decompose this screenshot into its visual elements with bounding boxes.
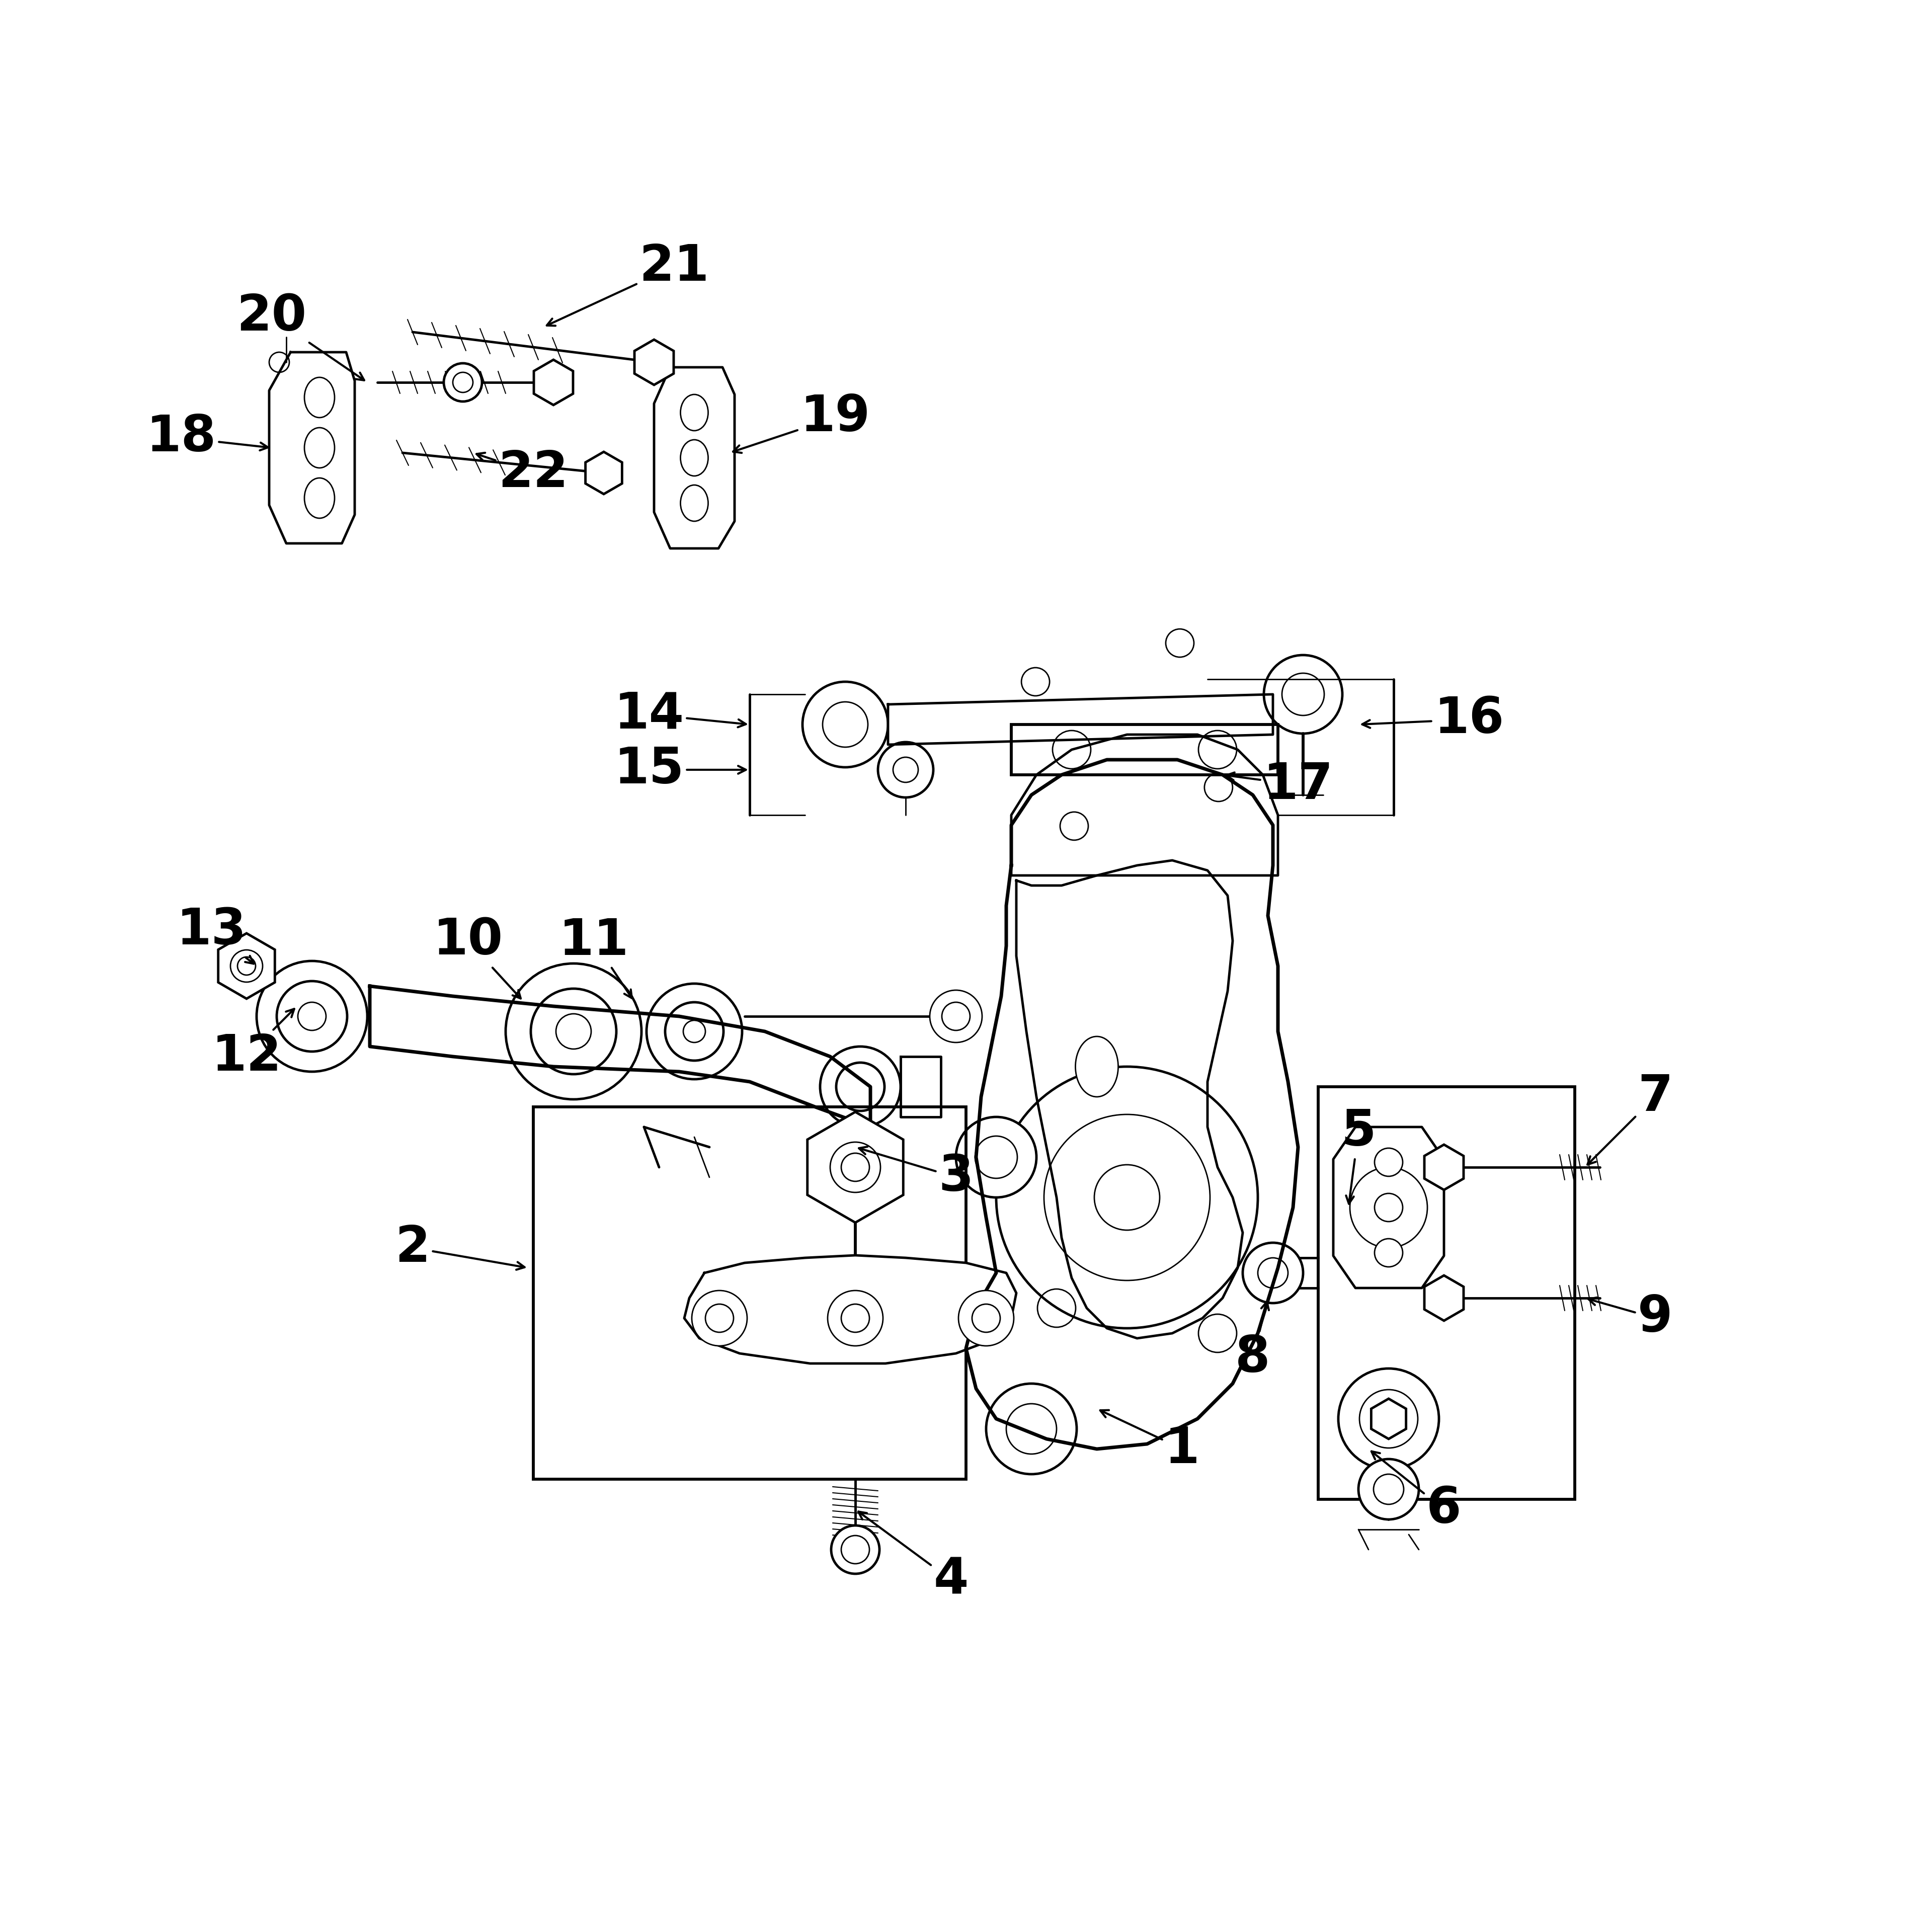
Polygon shape <box>533 359 574 406</box>
Circle shape <box>985 1383 1076 1474</box>
Text: 5: 5 <box>1341 1107 1376 1204</box>
Polygon shape <box>585 452 622 495</box>
Polygon shape <box>684 1256 1016 1364</box>
Circle shape <box>1242 1242 1302 1302</box>
Circle shape <box>1374 1148 1403 1177</box>
Polygon shape <box>218 933 274 999</box>
Bar <box>1010 725 1277 775</box>
Circle shape <box>877 742 933 798</box>
Circle shape <box>444 363 481 402</box>
Polygon shape <box>655 367 734 549</box>
Circle shape <box>997 1066 1258 1329</box>
Text: 3: 3 <box>860 1148 974 1202</box>
Circle shape <box>976 1136 1018 1179</box>
Polygon shape <box>634 340 674 384</box>
Circle shape <box>1358 1459 1418 1519</box>
Polygon shape <box>966 759 1298 1449</box>
Circle shape <box>506 964 641 1099</box>
Polygon shape <box>369 985 871 1126</box>
Polygon shape <box>269 352 355 543</box>
Circle shape <box>827 1291 883 1347</box>
Text: 1: 1 <box>1099 1410 1200 1474</box>
Circle shape <box>819 1047 900 1126</box>
Polygon shape <box>808 1113 904 1223</box>
Circle shape <box>665 1003 723 1061</box>
Circle shape <box>1374 1238 1403 1267</box>
Circle shape <box>1264 655 1343 734</box>
Ellipse shape <box>1350 1167 1428 1248</box>
Circle shape <box>956 1117 1036 1198</box>
Bar <box>533 1107 966 1480</box>
Text: 8: 8 <box>1235 1302 1271 1383</box>
Circle shape <box>692 1291 748 1347</box>
Circle shape <box>831 1142 881 1192</box>
Circle shape <box>1339 1368 1439 1468</box>
Polygon shape <box>1372 1399 1406 1439</box>
Circle shape <box>1360 1389 1418 1447</box>
Ellipse shape <box>1076 1036 1119 1097</box>
Circle shape <box>1043 1115 1209 1281</box>
Text: 9: 9 <box>1588 1294 1673 1343</box>
Circle shape <box>1169 748 1225 802</box>
Text: 19: 19 <box>732 394 869 452</box>
Text: 14: 14 <box>614 690 746 738</box>
Text: 18: 18 <box>147 413 269 462</box>
Text: 11: 11 <box>558 916 632 999</box>
Text: 10: 10 <box>433 916 522 999</box>
Text: 21: 21 <box>547 242 709 327</box>
Text: 22: 22 <box>477 448 568 497</box>
Text: 13: 13 <box>176 906 253 964</box>
Polygon shape <box>1333 1126 1443 1289</box>
Text: 15: 15 <box>614 746 746 794</box>
Circle shape <box>802 682 889 767</box>
Circle shape <box>257 960 367 1072</box>
Text: 17: 17 <box>1227 761 1333 810</box>
Text: 7: 7 <box>1588 1072 1673 1165</box>
Polygon shape <box>1010 734 1277 875</box>
Circle shape <box>810 1122 900 1213</box>
Circle shape <box>958 1291 1014 1347</box>
Polygon shape <box>900 1057 941 1117</box>
Text: 6: 6 <box>1372 1451 1461 1534</box>
Text: 16: 16 <box>1362 696 1505 744</box>
Circle shape <box>837 1063 885 1111</box>
Circle shape <box>276 981 348 1051</box>
Text: 20: 20 <box>238 292 365 381</box>
Circle shape <box>831 1526 879 1575</box>
Circle shape <box>929 989 981 1043</box>
Circle shape <box>230 951 263 981</box>
Polygon shape <box>1424 1144 1464 1190</box>
Polygon shape <box>889 694 1273 744</box>
Circle shape <box>531 989 616 1074</box>
Circle shape <box>1007 1405 1057 1455</box>
Circle shape <box>1374 1194 1403 1221</box>
Polygon shape <box>1016 860 1242 1339</box>
Circle shape <box>647 983 742 1080</box>
Text: 12: 12 <box>211 1009 294 1082</box>
Polygon shape <box>1424 1275 1464 1321</box>
Text: 4: 4 <box>858 1511 968 1604</box>
Bar <box>1318 1086 1575 1499</box>
Text: 2: 2 <box>394 1223 526 1271</box>
